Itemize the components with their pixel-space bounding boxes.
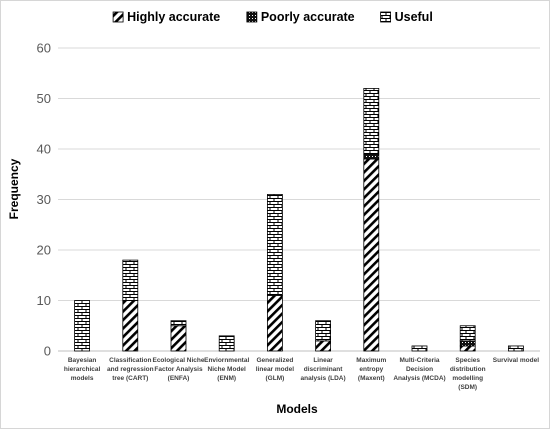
x-tick-label: Enviornmental Niche Model (ENM): [204, 357, 249, 382]
legend-label: Useful: [395, 10, 433, 24]
x-tick-label: Classification and regression tree (CART): [107, 357, 154, 382]
x-tick-label: Ecological Niche Factor Analysis (ENFA): [152, 357, 204, 382]
gridlines: [58, 47, 540, 352]
bar-segment: [411, 345, 428, 352]
bar-segment: [315, 340, 332, 352]
bar-segment: [218, 335, 235, 352]
bar-segment: [266, 295, 283, 352]
bar-segment: [459, 345, 476, 352]
x-axis-title: Models: [276, 402, 318, 416]
x-tick-label: Multi-Criteria Decision Analysis (MCDA): [393, 357, 445, 382]
x-tick-label: Linear discriminant analysis (LDA): [301, 357, 346, 382]
x-tick-label: Generalized linear model (GLM): [256, 357, 294, 382]
bar-segment: [122, 300, 139, 352]
legend-label: Highly accurate: [127, 10, 220, 24]
bar-segment: [459, 325, 476, 342]
x-tick-label: Maximum entropy (Maxent): [356, 357, 386, 382]
y-tick-label: 0: [44, 344, 51, 359]
y-tick-label: 50: [37, 91, 51, 106]
bar-segment: [266, 194, 283, 296]
legend-label: Poorly accurate: [261, 10, 355, 24]
bar-segment: [459, 340, 476, 347]
y-tick-label: 20: [37, 243, 51, 258]
x-tick-label: Species distribution modelling (SDM): [450, 357, 486, 391]
x-tick-label: Survival model: [493, 357, 539, 364]
legend-swatch: [246, 11, 258, 23]
y-tick-label: 10: [37, 293, 51, 308]
bar-segment: [363, 88, 380, 155]
y-tick-label: 60: [37, 41, 51, 56]
legend-swatch: [112, 11, 124, 23]
y-tick-label: 40: [37, 142, 51, 157]
bars: [74, 88, 524, 352]
bar-segment: [170, 320, 187, 327]
bar-segment: [363, 153, 380, 160]
x-axis-categories: Bayesian hierarchical modelsClassification…: [64, 357, 539, 391]
bar-segment: [315, 320, 332, 342]
y-tick-label: 30: [37, 192, 51, 207]
bar-segment: [170, 325, 187, 352]
y-axis-title: Frequency: [7, 158, 21, 219]
bar-segment: [122, 259, 139, 301]
bar-segment: [507, 345, 524, 352]
legend-swatch: [380, 11, 392, 23]
bar-segment: [74, 300, 90, 352]
bar-segment: [363, 158, 380, 352]
x-tick-label: Bayesian hierarchical models: [64, 357, 101, 382]
y-axis-ticks: 0 10 20 30 40 50 60: [37, 41, 51, 359]
legend: Highly accurate Poorly accurate Useful: [112, 10, 433, 24]
